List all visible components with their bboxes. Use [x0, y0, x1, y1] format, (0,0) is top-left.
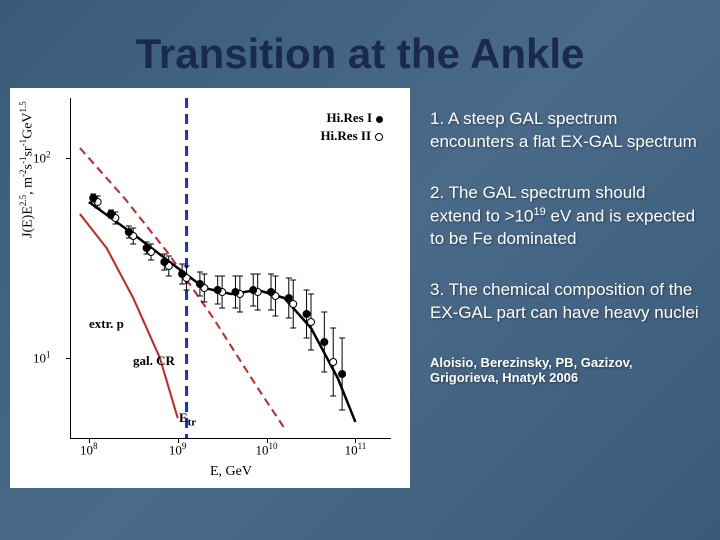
chart-panel: J(E)E2.5, m-2s-1sr-1GeV1.5 E, GeV Hi.Res…: [10, 88, 410, 488]
label-extrp: extr. p: [89, 316, 124, 332]
slide-title: Transition at the Ankle: [0, 0, 720, 88]
label-etr: Etr: [179, 410, 196, 429]
plot-area: Hi.Res I Hi.Res II extr. p gal. CR Etr 1…: [70, 98, 391, 439]
filled-circle-icon: [376, 116, 383, 123]
bullet-2: 2. The GAL spectrum should extend to >10…: [430, 182, 700, 251]
citation: Aloisio, Berezinsky, PB, Gazizov, Grigor…: [430, 355, 700, 385]
open-circle-icon: [375, 133, 383, 141]
legend-hires1: Hi.Res I: [327, 110, 384, 126]
y-axis-label: J(E)E2.5, m-2s-1sr-1GeV1.5: [18, 101, 37, 238]
x-axis-label: E, GeV: [210, 464, 252, 480]
bullet-3: 3. The chemical composition of the EX-GA…: [430, 279, 700, 325]
legend-hires2: Hi.Res II: [320, 128, 383, 144]
bullet-1: 1. A steep GAL spectrum encounters a fla…: [430, 108, 700, 154]
label-galcr: gal. CR: [133, 353, 175, 369]
text-panel: 1. A steep GAL spectrum encounters a fla…: [410, 88, 720, 508]
